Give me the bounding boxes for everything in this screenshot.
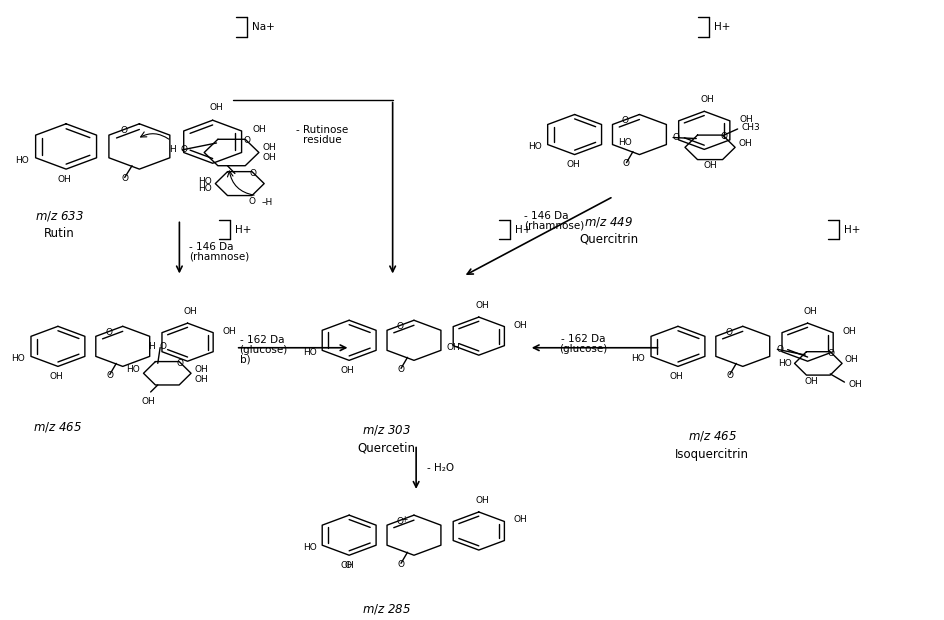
Text: O: O [248,197,255,206]
Text: HO: HO [15,156,29,164]
Text: O: O [396,516,403,526]
Text: $m/z$ 303: $m/z$ 303 [362,423,410,437]
Text: O: O [243,136,250,145]
Text: OH: OH [447,343,460,352]
Text: Isoquercitrin: Isoquercitrin [674,448,749,461]
Text: $m/z$ 633: $m/z$ 633 [35,208,84,223]
Text: O: O [105,328,112,337]
Text: OH: OH [475,301,488,310]
Text: –H: –H [261,198,273,207]
Text: OH: OH [261,153,276,162]
Text: OH: OH [341,366,354,375]
Text: CH3: CH3 [741,123,759,131]
Text: O: O [177,359,184,368]
Text: O: O [719,132,727,141]
Text: $m/z$ 285: $m/z$ 285 [362,602,411,616]
Text: O: O [827,348,834,358]
Text: O: O [106,371,113,380]
Text: OH: OH [841,327,855,335]
Text: OH: OH [261,143,276,152]
Text: H+: H+ [514,224,531,235]
Text: OH: OH [803,307,817,316]
Text: - 162 Da: - 162 Da [561,334,605,344]
Text: H+: H+ [713,22,730,32]
Text: +: + [400,515,407,524]
Text: H: H [147,342,154,351]
Text: HO: HO [631,354,645,363]
Text: - 146 Da: - 146 Da [524,211,568,221]
Text: - H₂O: - H₂O [427,463,454,472]
Text: HO: HO [617,138,632,147]
Text: O: O [121,174,128,183]
Text: OH: OH [341,561,354,570]
Text: (glucose): (glucose) [559,344,607,354]
Text: O: O [344,561,351,570]
Text: OH: OH [737,139,751,148]
Text: HO: HO [302,348,316,357]
Text: OH: OH [252,125,265,134]
Text: OH: OH [668,372,683,381]
Text: HO: HO [528,142,541,151]
Text: OH: OH [702,161,716,170]
Text: $m/z$ 449: $m/z$ 449 [583,215,632,229]
Text: HO: HO [11,354,25,363]
Text: OH: OH [565,160,580,169]
Text: O: O [249,169,257,178]
Text: HO: HO [197,184,211,193]
Text: O: O [159,342,166,351]
Text: residue: residue [303,135,341,144]
Text: OH: OH [58,175,71,185]
Text: OH: OH [194,374,208,384]
Text: O: O [724,328,732,337]
Text: O: O [621,116,629,125]
Text: OH: OH [475,496,488,505]
Text: OH: OH [847,380,861,389]
Text: OH: OH [222,327,236,335]
Text: OH: OH [700,95,714,104]
Text: (glucose): (glucose) [239,345,288,355]
Text: - Rutinose: - Rutinose [295,125,348,135]
Text: HO: HO [777,359,791,368]
Text: O: O [776,345,783,354]
Text: $m/z$ 465: $m/z$ 465 [687,430,735,443]
Text: Na+: Na+ [251,22,274,32]
Text: Rutin: Rutin [43,227,75,240]
Text: (rhamnose): (rhamnose) [189,252,249,262]
Text: O: O [180,145,187,154]
Text: OH: OH [49,372,63,381]
Text: O: O [622,159,630,169]
Text: OH: OH [514,515,527,525]
Text: OH: OH [738,115,752,124]
Text: HO: HO [197,177,211,186]
Text: O: O [397,365,404,374]
Text: - 162 Da: - 162 Da [239,335,284,345]
Text: OH: OH [209,104,223,112]
Text: OH: OH [844,355,858,365]
Text: O: O [120,126,126,135]
Text: O: O [396,322,403,331]
Text: Quercetin: Quercetin [357,441,414,454]
Text: H+: H+ [843,224,859,235]
Text: O: O [397,560,404,569]
Text: OH: OH [184,307,197,316]
Text: b): b) [239,355,250,365]
Text: O: O [671,133,679,142]
Text: OH: OH [142,397,155,405]
Text: O: O [726,371,733,380]
Text: Quercitrin: Quercitrin [579,232,637,246]
Text: (rhamnose): (rhamnose) [524,221,583,231]
Text: H: H [169,145,176,154]
Text: HO: HO [302,542,316,552]
Text: OH: OH [194,365,208,374]
Text: OH: OH [803,377,818,386]
Text: OH: OH [514,321,527,330]
Text: $m/z$ 465: $m/z$ 465 [33,420,82,435]
Text: HO: HO [126,365,140,374]
Text: H+: H+ [234,224,251,235]
Text: - 146 Da: - 146 Da [189,242,233,252]
